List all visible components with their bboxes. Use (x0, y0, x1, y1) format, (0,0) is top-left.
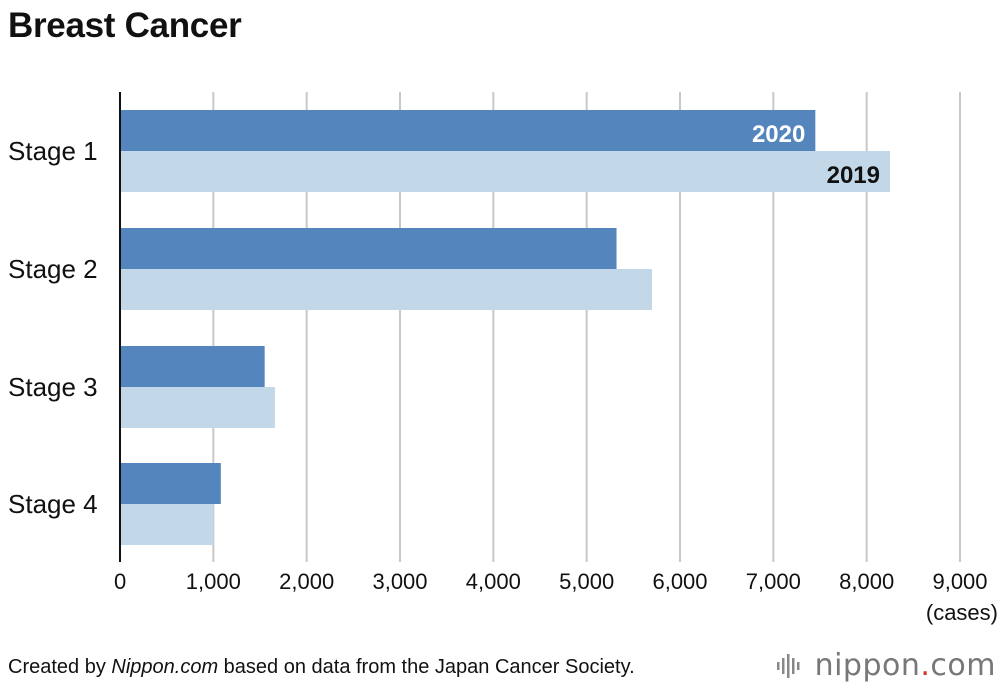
x-tick-labels: 0 1,000 2,000 3,000 4,000 5,000 6,000 7,000 8,00… (114, 569, 988, 594)
x-tick-label: 4,000 (466, 569, 521, 594)
x-tick-label: 6,000 (652, 569, 707, 594)
x-tick-label: 5,000 (559, 569, 614, 594)
footer-prefix: Created by (8, 656, 112, 678)
bar-2019-stage-4 (120, 504, 214, 545)
x-axis-unit-label: (cases) (926, 600, 998, 625)
x-tick-label: 7,000 (746, 569, 801, 594)
logo-wordmark: nippon.com (814, 648, 996, 683)
x-tick-label: 2,000 (279, 569, 334, 594)
x-tick-label: 1,000 (186, 569, 241, 594)
bar-2019-stage-1 (120, 151, 890, 192)
bars (120, 110, 890, 545)
bar-2020-stage-2 (120, 228, 617, 269)
category-labels: Stage 1 Stage 2 Stage 3 Stage 4 (8, 136, 98, 519)
source-footer: Created by Nippon.com based on data from… (8, 656, 635, 679)
category-label: Stage 2 (8, 254, 98, 284)
category-label: Stage 1 (8, 136, 98, 166)
bar-2020-stage-3 (120, 346, 265, 387)
category-label: Stage 3 (8, 372, 98, 402)
series-label-2020: 2020 (752, 121, 805, 148)
footer-suffix: based on data from the Japan Cancer Soci… (218, 656, 635, 678)
footer-source: Nippon.com (111, 656, 219, 678)
series-label-2019: 2019 (827, 162, 880, 189)
bar-chart: Stage 1 Stage 2 Stage 3 Stage 4 0 1,000 2,000… (8, 92, 998, 625)
x-tick-label: 8,000 (839, 569, 894, 594)
bar-2020-stage-4 (120, 463, 221, 504)
logo-bars-icon (776, 653, 800, 678)
category-label: Stage 4 (8, 489, 98, 519)
x-tick-label: 3,000 (372, 569, 427, 594)
chart-title: Breast Cancer (8, 6, 242, 45)
series-labels: 2020 2019 (752, 121, 880, 189)
bar-2019-stage-3 (120, 387, 275, 428)
x-tick-label: 9,000 (932, 569, 987, 594)
nippon-logo: nippon.com (776, 648, 996, 683)
bar-2020-stage-1 (120, 110, 816, 151)
bar-2019-stage-2 (120, 269, 652, 310)
x-tick-label: 0 (114, 569, 126, 594)
